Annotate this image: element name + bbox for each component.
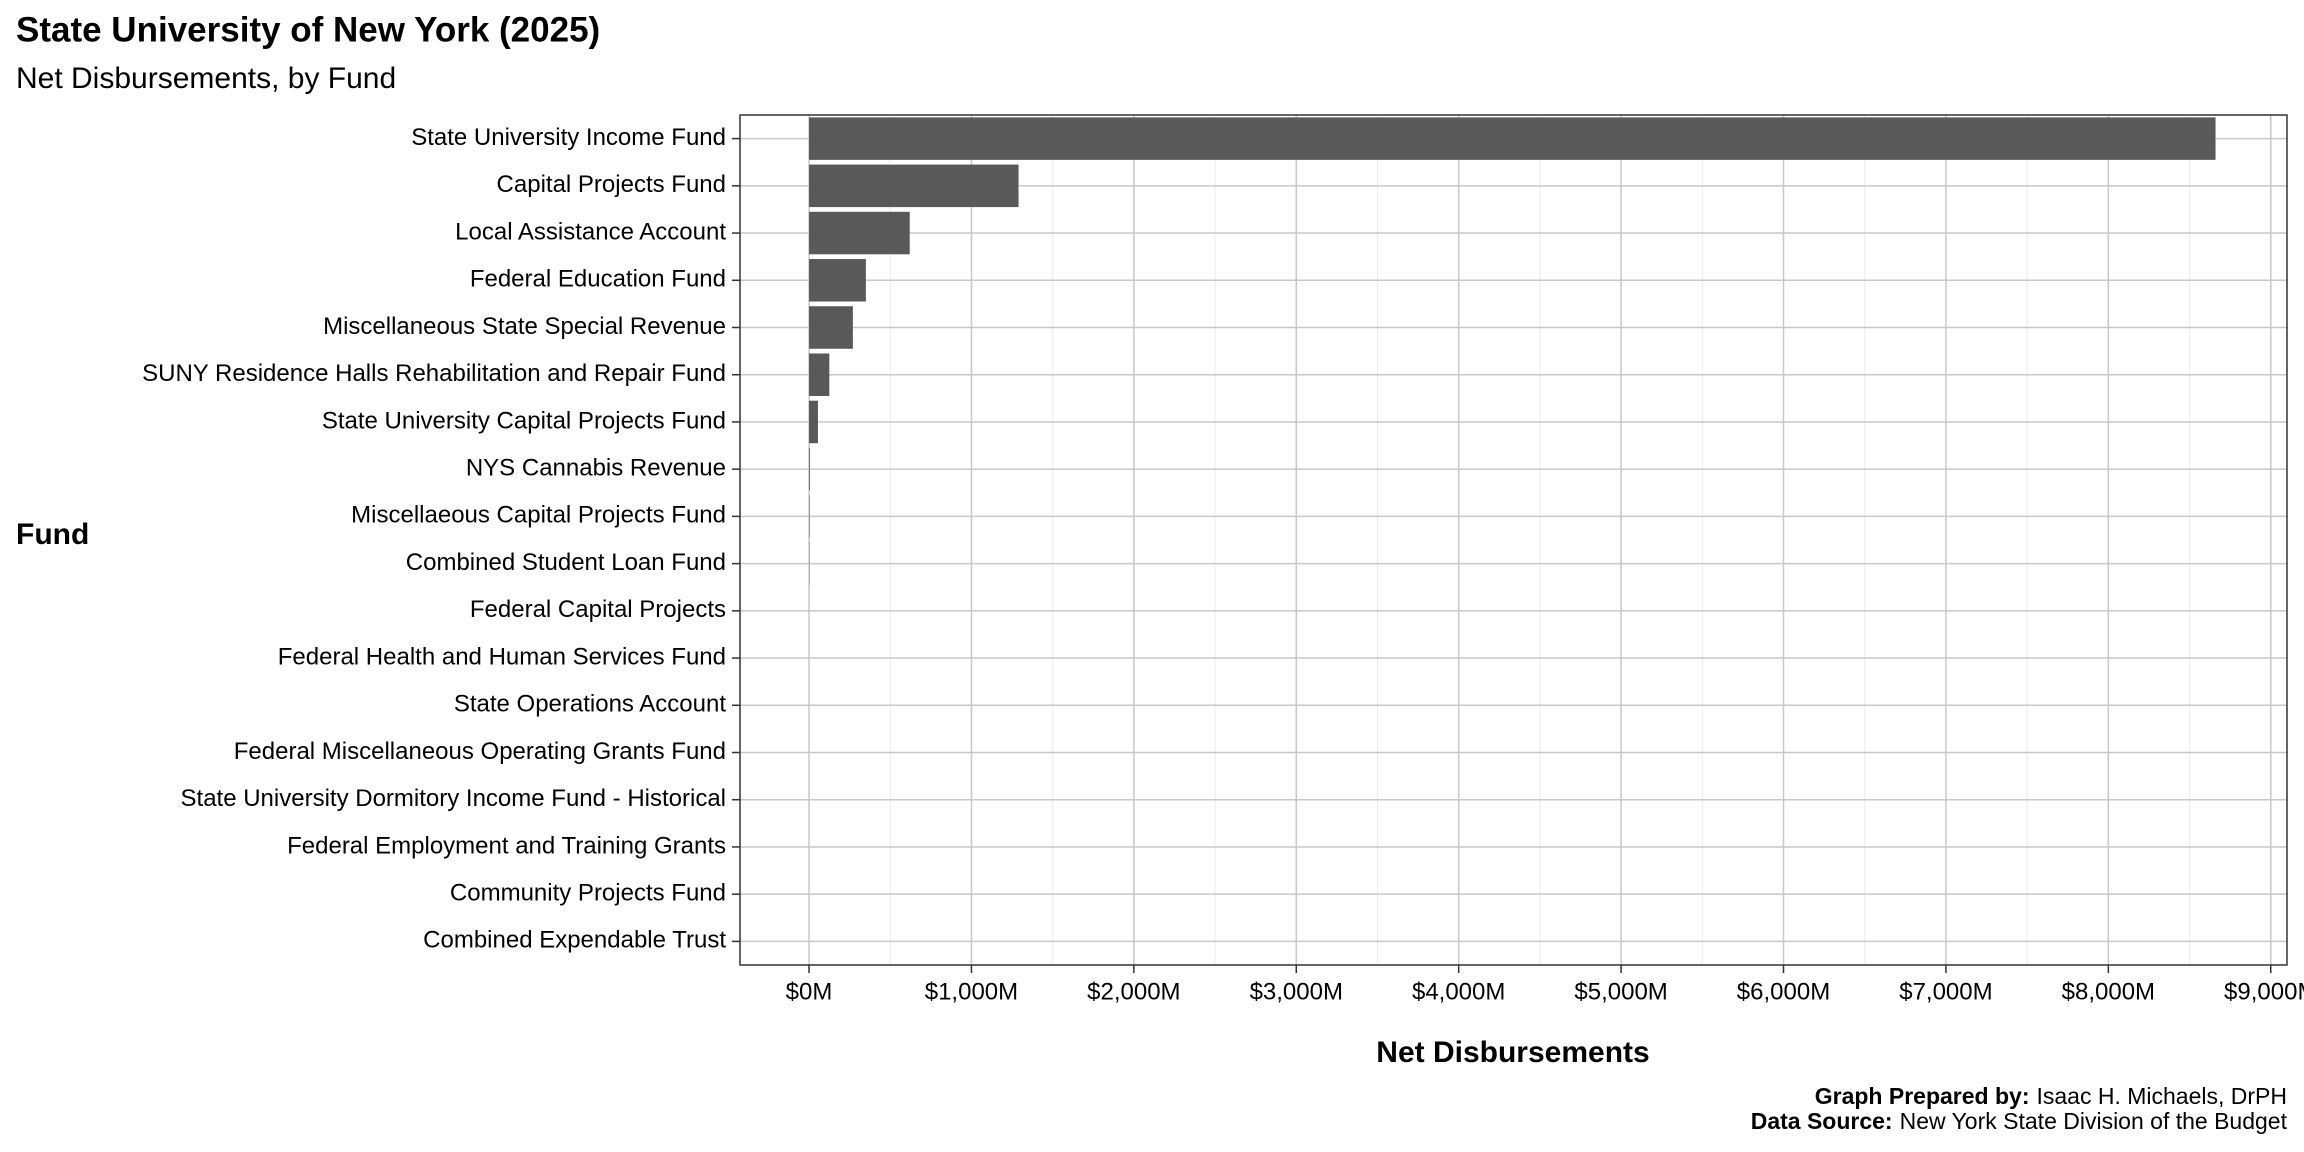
caption-label: Data Source:	[1751, 1108, 1893, 1134]
y-tick-label: NYS Cannabis Revenue	[466, 455, 726, 482]
x-tick-label: $0M	[786, 978, 833, 1005]
x-tick-label: $7,000M	[1899, 978, 1992, 1005]
y-tick-label: Community Projects Fund	[450, 880, 726, 907]
x-tick-label: $9,000M	[2224, 978, 2304, 1005]
x-axis-title: Net Disbursements	[1376, 1036, 1649, 1069]
bar	[809, 211, 910, 255]
x-tick-label: $3,000M	[1250, 978, 1343, 1005]
y-tick-label: Federal Education Fund	[470, 266, 726, 293]
y-tick-label: Combined Student Loan Fund	[406, 549, 726, 576]
y-tick-label: Federal Employment and Training Grants	[287, 832, 726, 859]
bar	[809, 164, 1019, 208]
x-tick-label: $8,000M	[2062, 978, 2155, 1005]
y-tick-label: Capital Projects Fund	[497, 171, 726, 198]
bar	[809, 447, 810, 491]
y-tick-label: Local Assistance Account	[455, 218, 726, 245]
bar	[809, 353, 830, 396]
y-tick-label: Federal Health and Human Services Fund	[278, 643, 726, 670]
plot-border	[739, 114, 2288, 966]
x-tick-label: $1,000M	[925, 978, 1018, 1005]
y-tick-label: State Operations Account	[454, 691, 727, 718]
y-tick-label: Federal Miscellaneous Operating Grants F…	[234, 738, 726, 765]
y-tick-label: State University Dormitory Income Fund -…	[181, 785, 726, 812]
bar	[809, 259, 866, 302]
y-tick-label: Federal Capital Projects	[470, 596, 726, 623]
y-axis-title: Fund	[16, 518, 89, 551]
caption-text: New York State Division of the Budget	[1900, 1108, 2288, 1134]
caption: Data Source: New York State Division of t…	[1751, 1108, 2288, 1134]
x-tick-label: $5,000M	[1574, 978, 1667, 1005]
caption: Graph Prepared by: Isaac H. Michaels, DrP…	[1815, 1083, 2287, 1109]
bar	[809, 306, 853, 349]
y-tick-label: SUNY Residence Halls Rehabilitation and …	[142, 360, 726, 387]
chart-title: State University of New York (2025)	[16, 10, 600, 49]
caption-label: Graph Prepared by:	[1815, 1083, 2030, 1109]
bar	[809, 117, 2216, 160]
bar	[809, 400, 818, 444]
y-tick-label: State University Capital Projects Fund	[322, 407, 726, 434]
x-tick-label: $4,000M	[1412, 978, 1505, 1005]
caption-text: Isaac H. Michaels, DrPH	[2036, 1083, 2287, 1109]
chart-subtitle: Net Disbursements, by Fund	[16, 62, 396, 95]
y-tick-label: Miscellaeous Capital Projects Fund	[351, 502, 726, 529]
y-tick-label: Combined Expendable Trust	[423, 927, 726, 954]
y-tick-label: Miscellaneous State Special Revenue	[323, 313, 726, 340]
y-tick-label: State University Income Fund	[411, 124, 726, 151]
x-tick-label: $2,000M	[1087, 978, 1180, 1005]
x-tick-label: $6,000M	[1737, 978, 1830, 1005]
